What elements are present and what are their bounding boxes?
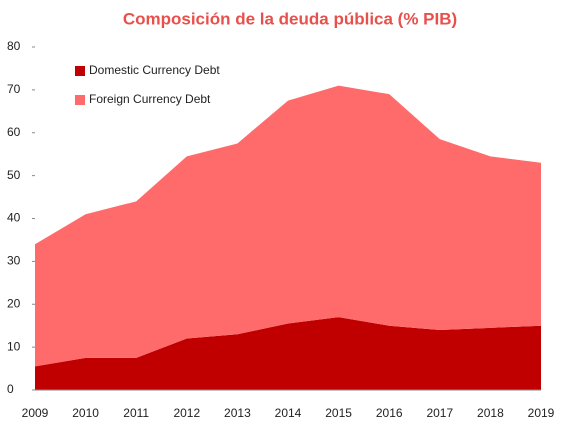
- legend-label: Foreign Currency Debt: [89, 92, 211, 106]
- x-tick-label: 2012: [173, 406, 200, 420]
- x-tick-label: 2009: [22, 406, 49, 420]
- legend-swatch: [75, 66, 85, 76]
- x-tick-label: 2018: [477, 406, 504, 420]
- x-tick-label: 2019: [528, 406, 555, 420]
- y-tick-label: 0: [7, 382, 14, 396]
- x-tick-label: 2014: [275, 406, 302, 420]
- y-tick-label: 80: [7, 39, 21, 53]
- x-tick-label: 2013: [224, 406, 251, 420]
- y-tick-label: 40: [7, 211, 21, 225]
- x-tick-label: 2016: [376, 406, 403, 420]
- area: [35, 85, 541, 367]
- legend-label: Domestic Currency Debt: [89, 63, 220, 77]
- chart-title: Composición de la deuda pública (% PIB): [123, 9, 457, 28]
- legend-swatch: [75, 95, 85, 105]
- y-tick-label: 30: [7, 254, 21, 268]
- x-tick-label: 2015: [325, 406, 352, 420]
- y-tick-label: 10: [7, 339, 21, 353]
- area: [35, 317, 541, 390]
- y-tick-label: 20: [7, 296, 21, 310]
- x-tick-label: 2010: [72, 406, 99, 420]
- x-tick-label: 2017: [426, 406, 453, 420]
- x-tick-label: 2011: [123, 406, 149, 420]
- y-tick-label: 70: [7, 82, 21, 96]
- y-tick-label: 60: [7, 125, 21, 139]
- y-tick-label: 50: [7, 168, 21, 182]
